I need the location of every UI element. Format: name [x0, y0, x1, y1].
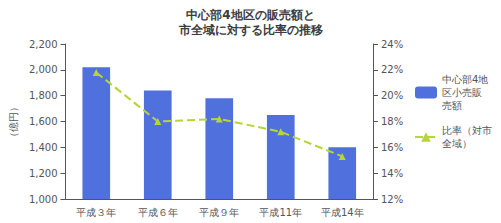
svg-text:20%: 20%	[381, 90, 403, 101]
svg-text:2,200: 2,200	[29, 39, 58, 50]
svg-text:区小売販: 区小売販	[442, 87, 482, 98]
svg-text:全域）: 全域）	[442, 138, 472, 149]
svg-text:平成９年: 平成９年	[199, 207, 239, 218]
svg-text:24%: 24%	[381, 39, 403, 50]
svg-text:18%: 18%	[381, 116, 403, 127]
svg-text:市全域に対する比率の推移: 市全域に対する比率の推移	[178, 23, 323, 37]
svg-text:中心部4地: 中心部4地	[442, 74, 488, 85]
svg-text:1,000: 1,000	[29, 194, 58, 205]
svg-text:12%: 12%	[381, 194, 403, 205]
svg-text:中心部4地区の販売額と: 中心部4地区の販売額と	[186, 8, 314, 22]
svg-text:16%: 16%	[381, 142, 403, 153]
svg-text:比率（対市: 比率（対市	[442, 125, 492, 136]
svg-text:1,600: 1,600	[29, 116, 58, 127]
svg-text:平成14年: 平成14年	[321, 207, 364, 218]
svg-text:平成３年: 平成３年	[76, 207, 116, 218]
svg-text:売額: 売額	[442, 100, 462, 111]
svg-text:1,400: 1,400	[29, 142, 58, 153]
svg-text:14%: 14%	[381, 168, 403, 179]
svg-text:平成11年: 平成11年	[259, 207, 302, 218]
svg-text:（億円）: （億円）	[8, 102, 19, 142]
svg-text:平成６年: 平成６年	[138, 207, 178, 218]
svg-text:1,200: 1,200	[29, 168, 58, 179]
svg-text:1,800: 1,800	[29, 90, 58, 101]
svg-text:2,000: 2,000	[29, 64, 58, 75]
svg-text:22%: 22%	[381, 64, 403, 75]
